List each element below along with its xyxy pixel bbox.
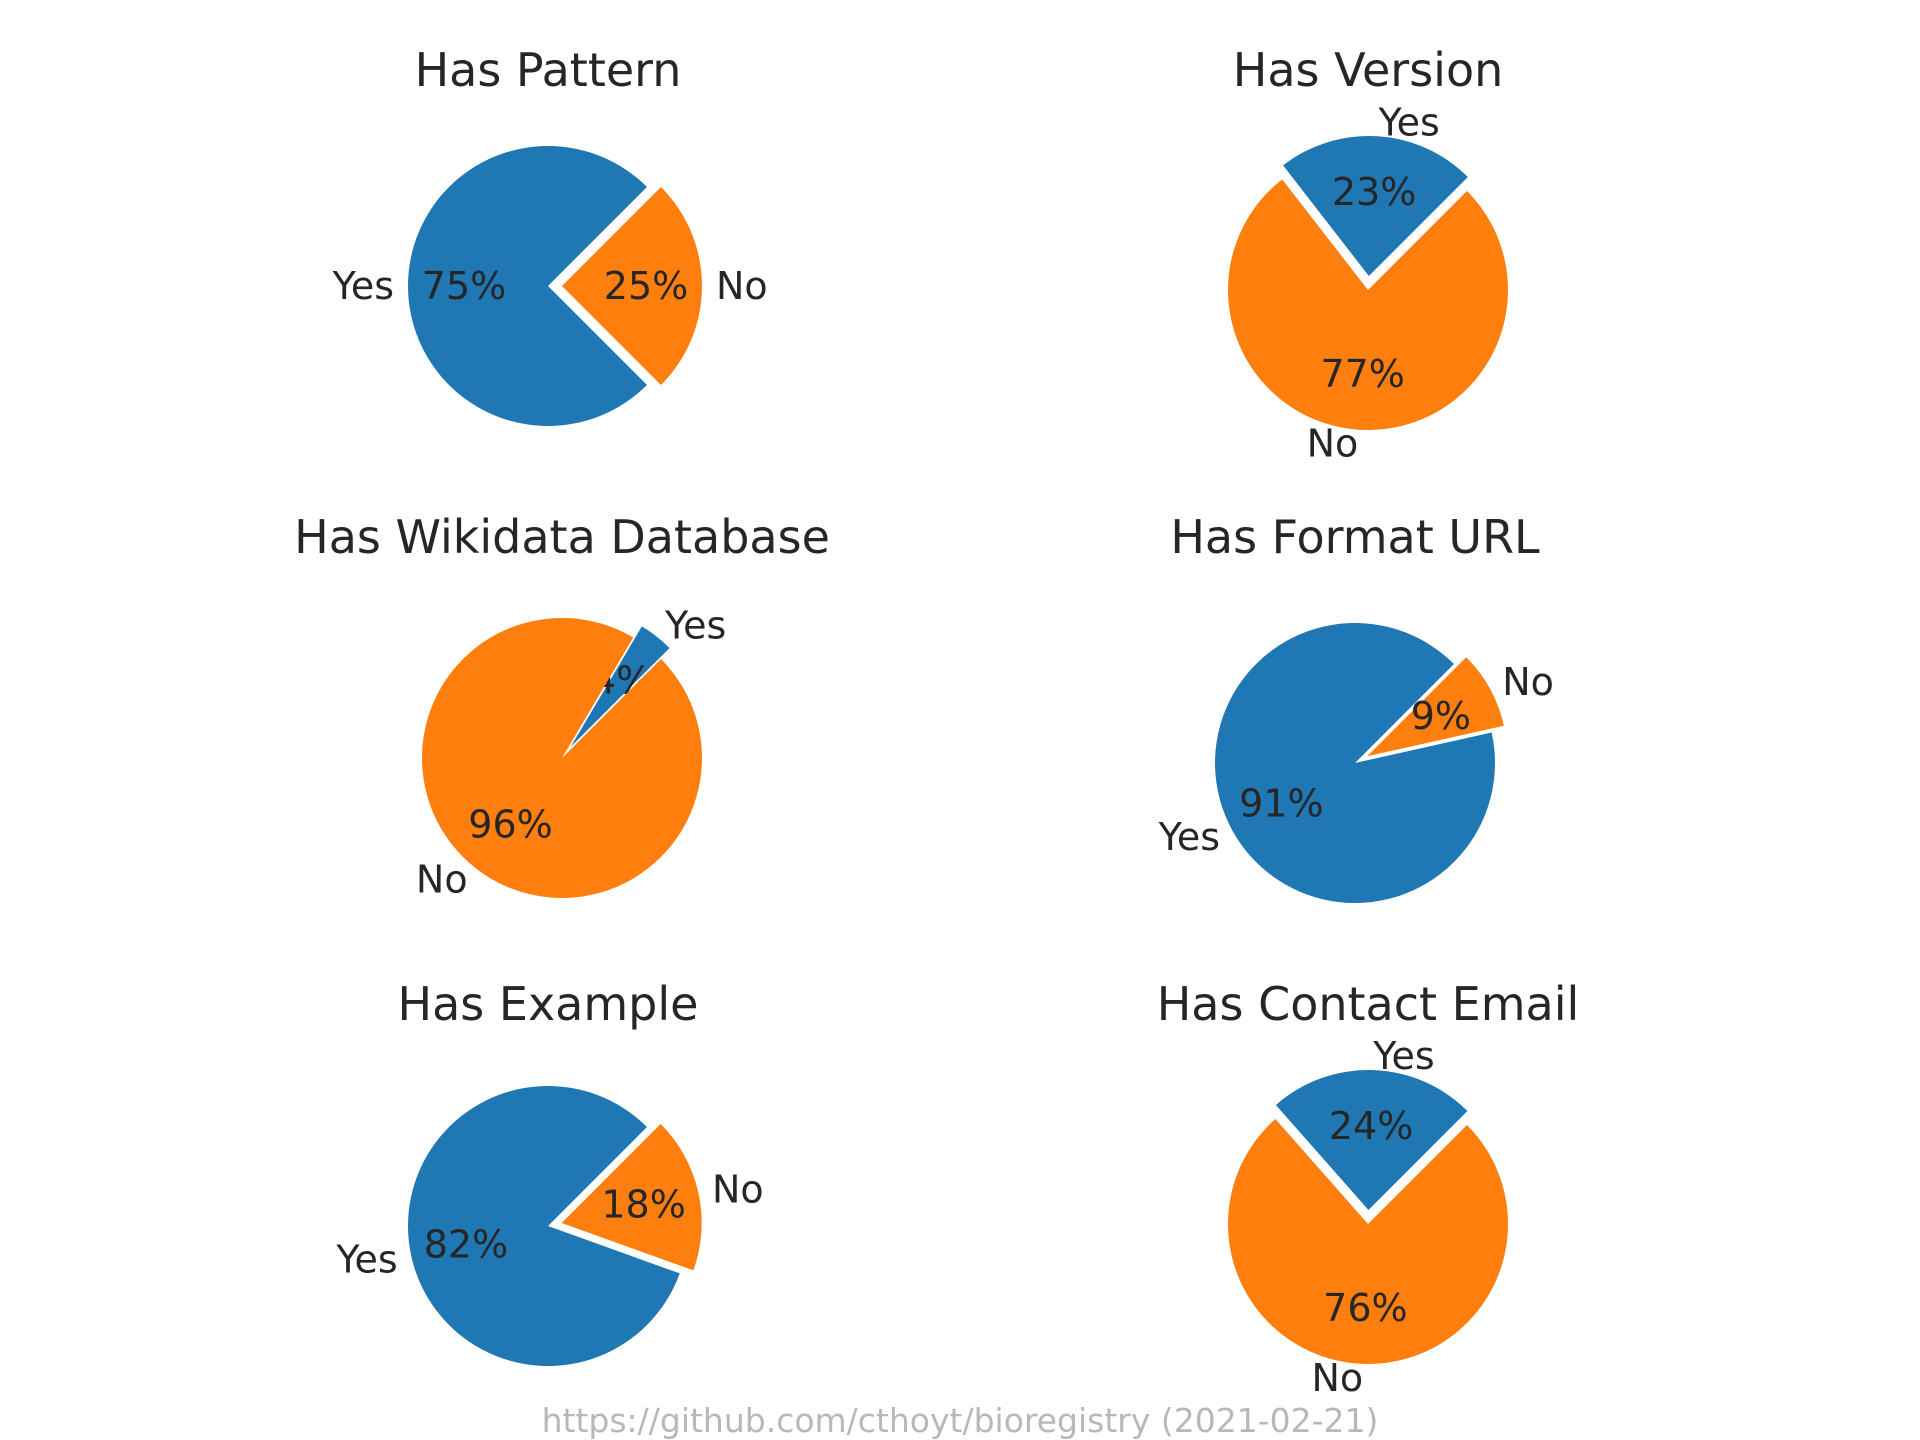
chart-title-has-format-url: Has Format URL [1170, 510, 1540, 564]
slice-label-has-contact-email-no: No [1312, 1356, 1364, 1400]
pct-label-has-pattern-yes: 75% [422, 264, 506, 308]
chart-title-has-wikidata-database: Has Wikidata Database [294, 510, 830, 564]
slice-label-has-wikidata-database-no: No [416, 858, 468, 902]
pie-slice-has-example-no [561, 1123, 702, 1271]
pie-has-format-url: Has Format URL 91% Yes 9% No [1158, 510, 1554, 904]
pct-label-has-example-no: 18% [601, 1183, 685, 1227]
pie-slice-has-contact-email-yes [1275, 1070, 1468, 1211]
pie-slice-has-wikidata-database-yes [570, 626, 670, 747]
pct-label-has-format-url-yes: 91% [1239, 782, 1323, 826]
pct-label-has-version-no: 77% [1320, 352, 1404, 396]
pie-slice-has-example-yes [407, 1086, 680, 1367]
pct-label-has-contact-email-yes: 24% [1329, 1104, 1413, 1148]
pie-slice-has-format-url-yes [1215, 623, 1496, 904]
pct-label-has-wikidata-database-no: 96% [468, 802, 552, 846]
pie-has-example: Has Example 82% Yes 18% No [335, 977, 764, 1367]
slice-label-has-example-no: No [712, 1167, 764, 1211]
pct-label-has-contact-email-no: 76% [1323, 1286, 1407, 1330]
pie-slice-has-version-yes [1283, 136, 1468, 277]
chart-title-has-version: Has Version [1233, 43, 1504, 97]
slice-label-has-wikidata-database-yes: Yes [664, 603, 726, 647]
chart-title-has-pattern: Has Pattern [415, 43, 682, 97]
slice-label-has-format-url-yes: Yes [1158, 815, 1220, 859]
slice-label-has-version-no: No [1307, 422, 1359, 466]
pct-label-has-version-yes: 23% [1332, 170, 1416, 214]
pie-slice-has-pattern-no [562, 187, 702, 385]
pct-label-has-example-yes: 82% [424, 1222, 508, 1266]
slice-label-has-pattern-no: No [716, 264, 768, 308]
pie-slice-has-contact-email-no [1227, 1118, 1508, 1365]
slice-label-has-pattern-yes: Yes [332, 264, 394, 308]
slice-label-has-version-yes: Yes [1378, 100, 1440, 144]
pie-has-contact-email: Has Contact Email 24% Yes 76% No [1157, 977, 1580, 1400]
chart-title-has-contact-email: Has Contact Email [1157, 977, 1580, 1031]
pie-slice-has-format-url-no [1367, 657, 1504, 757]
slice-label-has-contact-email-yes: Yes [1372, 1034, 1434, 1078]
pct-label-has-pattern-no: 25% [604, 264, 688, 308]
source-footer-note: https://github.com/cthoyt/bioregistry (2… [541, 1401, 1379, 1440]
pie-slice-has-version-no [1227, 179, 1508, 431]
chart-title-has-example: Has Example [398, 977, 699, 1031]
pie-slice-has-pattern-yes [407, 146, 647, 427]
pct-label-has-format-url-no: 9% [1411, 694, 1471, 738]
slice-label-has-example-yes: Yes [335, 1238, 397, 1282]
pie-has-pattern: Has Pattern 75% Yes 25% No [332, 43, 768, 427]
pie-slice-has-wikidata-database-no [421, 617, 702, 898]
slice-label-has-format-url-no: No [1502, 660, 1554, 704]
pie-has-version: Has Version 23% Yes 77% No [1227, 43, 1508, 466]
